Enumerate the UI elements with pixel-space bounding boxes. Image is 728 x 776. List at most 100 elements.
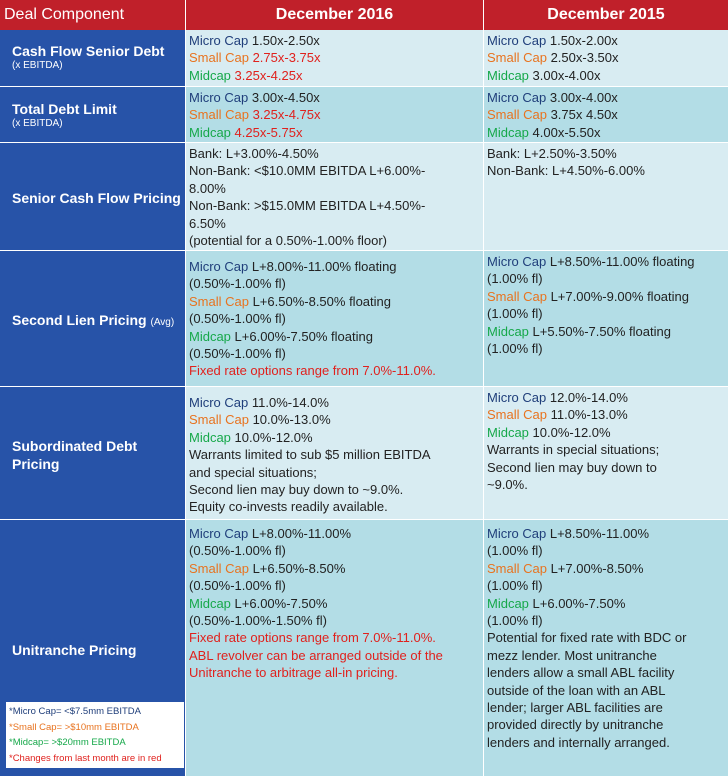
row-label-cell: Subordinated Debt Pricing [0, 387, 186, 519]
cell-line: Small Cap 2.75x-3.75x [189, 49, 480, 66]
small-cap-tag: Small Cap [189, 50, 249, 66]
cell-line: Midcap 3.00x-4.00x [487, 67, 725, 84]
table-row-senior-cash-flow-pricing: Senior Cash Flow Pricing Bank: L+3.00%-4… [0, 143, 728, 250]
row-label-text: Total Debt Limit [12, 101, 117, 117]
cell-line: ~9.0%. [487, 477, 528, 493]
row-label: Second Lien Pricing (Avg) [0, 311, 185, 332]
small-cap-tag: Small Cap [487, 107, 547, 123]
cell-line: (0.50%-1.00% fl) [189, 346, 286, 362]
cell-line: (1.00% fl) [487, 341, 543, 357]
cell-line: Midcap 4.25x-5.75x [189, 124, 480, 141]
cell-line: Micro Cap 3.00x-4.50x [189, 89, 480, 106]
small-cap-tag: Small Cap [487, 407, 547, 423]
dec2015-cell: Micro Cap L+8.50%-11.00% floating (1.00%… [484, 251, 728, 386]
cell-line: Non-Bank: <$10.0MM EBITDA L+6.00%- [189, 163, 426, 179]
cell-line: Small Cap L+7.00%-9.00% floating [487, 288, 725, 305]
row-label-text: Subordinated Debt [12, 438, 138, 454]
cell-line: Warrants in special situations; [487, 442, 660, 458]
midcap-tag: Midcap [487, 67, 529, 83]
cell-line: Micro Cap 3.00x-4.00x [487, 89, 725, 106]
cell-value: 10.0%-12.0% [230, 429, 313, 445]
dec2016-cell: Micro Cap 1.50x-2.50x Small Cap 2.75x-3.… [186, 30, 484, 86]
cell-line: lender; larger ABL facilities are [487, 700, 663, 716]
cell-value: L+7.00%-9.00% floating [546, 288, 689, 304]
cell-line: (potential for a 0.50%-1.00% floor) [189, 233, 387, 249]
cell-line: Small Cap 3.75x 4.50x [487, 106, 725, 123]
cell-value: 11.0%-14.0% [248, 395, 329, 410]
cell-value-changed: 4.25x-5.75x [230, 124, 303, 140]
cell-line: Potential for fixed rate with BDC or [487, 630, 687, 646]
dec2015-cell: Micro Cap 12.0%-14.0% Small Cap 11.0%-13… [484, 387, 728, 519]
midcap-tag: Midcap [189, 328, 231, 344]
cell-line: Micro Cap 1.50x-2.50x [189, 32, 480, 49]
cell-line: Bank: L+2.50%-3.50% [487, 146, 617, 161]
cell-line: Midcap 4.00x-5.50x [487, 124, 725, 141]
midcap-tag: Midcap [487, 323, 529, 339]
cell-value: L+6.50%-8.50% floating [248, 293, 391, 309]
row-label-cell: Second Lien Pricing (Avg) [0, 251, 186, 386]
table-header: Deal Component December 2016 December 20… [0, 0, 728, 30]
micro-cap-tag: Micro Cap [189, 90, 249, 105]
cell-line: Small Cap 3.25x-4.75x [189, 106, 480, 123]
legend-box: *Micro Cap= <$7.5mm EBITDA *Small Cap= >… [6, 702, 184, 768]
dec2015-cell: Micro Cap 1.50x-2.00x Small Cap 2.50x-3.… [484, 30, 728, 86]
cell-line: Bank: L+3.00%-4.50% [189, 146, 319, 161]
row-label-suffix: (Avg) [150, 317, 175, 328]
dec2015-cell: Micro Cap 3.00x-4.00x Small Cap 3.75x 4.… [484, 87, 728, 142]
cell-value: L+6.00%-7.50% [528, 595, 626, 611]
cell-line: (0.50%-1.00% fl) [189, 276, 286, 292]
micro-cap-tag: Micro Cap [189, 395, 249, 410]
cell-value: L+6.00%-7.50% floating [230, 328, 373, 344]
cell-value: 1.50x-2.50x [248, 33, 320, 48]
cell-line: Small Cap L+7.00%-8.50% [487, 560, 725, 577]
cell-line: Micro Cap L+8.50%-11.00% [487, 525, 725, 542]
cell-value: 12.0%-14.0% [546, 390, 628, 405]
cell-line: Equity co-invests readily available. [189, 499, 388, 515]
midcap-tag: Midcap [189, 429, 231, 445]
table-row-subordinated-debt-pricing: Subordinated Debt Pricing Micro Cap 11.0… [0, 387, 728, 519]
cell-value: 4.00x-5.50x [528, 124, 601, 140]
cell-value: L+8.50%-11.00% [546, 526, 649, 541]
header-dec-2015: December 2015 [484, 0, 728, 30]
legend-changes-note: *Changes from last month are in red [9, 752, 162, 764]
cell-line: Small Cap 10.0%-13.0% [189, 411, 480, 428]
dec2016-cell: Micro Cap L+8.00%-11.00% floating (0.50%… [186, 251, 484, 386]
small-cap-tag: Small Cap [189, 560, 249, 576]
cell-line-changed: Fixed rate options range from 7.0%-11.0%… [189, 363, 436, 379]
cell-value: L+6.50%-8.50% [248, 560, 346, 576]
cell-line: (0.50%-1.00% fl) [189, 543, 286, 559]
cell-line: Micro Cap 12.0%-14.0% [487, 389, 725, 406]
row-label-text: Senior Cash Flow Pricing [12, 190, 181, 206]
small-cap-tag: Small Cap [189, 107, 249, 123]
row-label-cell: Total Debt Limit (x EBITDA) [0, 87, 186, 142]
cell-line: (0.50%-1.00% fl) [189, 311, 286, 327]
cell-line: lenders and internally arranged. [487, 734, 670, 750]
dec2016-cell: Micro Cap L+8.00%-11.00% (0.50%-1.00% fl… [186, 520, 484, 776]
midcap-tag: Midcap [487, 424, 529, 440]
table-row-cash-flow-senior-debt: Cash Flow Senior Debt (x EBITDA) Micro C… [0, 30, 728, 86]
cell-value: 10.0%-13.0% [248, 412, 331, 428]
cell-line: (1.00% fl) [487, 613, 543, 629]
cell-line: and special situations; [189, 464, 317, 480]
cell-line: (1.00% fl) [487, 543, 543, 559]
cell-line-changed: ABL revolver can be arranged outside of … [189, 647, 443, 663]
dec2016-cell: Bank: L+3.00%-4.50% Non-Bank: <$10.0MM E… [186, 143, 484, 250]
cell-line: outside of the loan with an ABL [487, 682, 666, 698]
micro-cap-tag: Micro Cap [487, 90, 547, 105]
row-label: Unitranche Pricing [0, 641, 185, 659]
cell-line: Midcap 10.0%-12.0% [189, 429, 480, 446]
cell-line: Non-Bank: L+4.50%-6.00% [487, 163, 645, 179]
cell-value: 10.0%-12.0% [528, 424, 611, 440]
small-cap-tag: Small Cap [189, 412, 249, 428]
cell-value: L+8.00%-11.00% [248, 526, 351, 541]
cell-line: Midcap L+6.00%-7.50% floating [189, 328, 480, 345]
row-label: Total Debt Limit (x EBITDA) [0, 100, 185, 130]
small-cap-tag: Small Cap [487, 288, 547, 304]
cell-line: (1.00% fl) [487, 306, 543, 322]
cell-line: Micro Cap L+8.50%-11.00% floating [487, 253, 725, 270]
legend-midcap: *Midcap= >$20mm EBITDA [9, 737, 126, 748]
small-cap-tag: Small Cap [487, 560, 547, 576]
cell-value: L+8.50%-11.00% floating [546, 254, 695, 269]
cell-line: lenders allow a small ABL facility [487, 665, 675, 681]
